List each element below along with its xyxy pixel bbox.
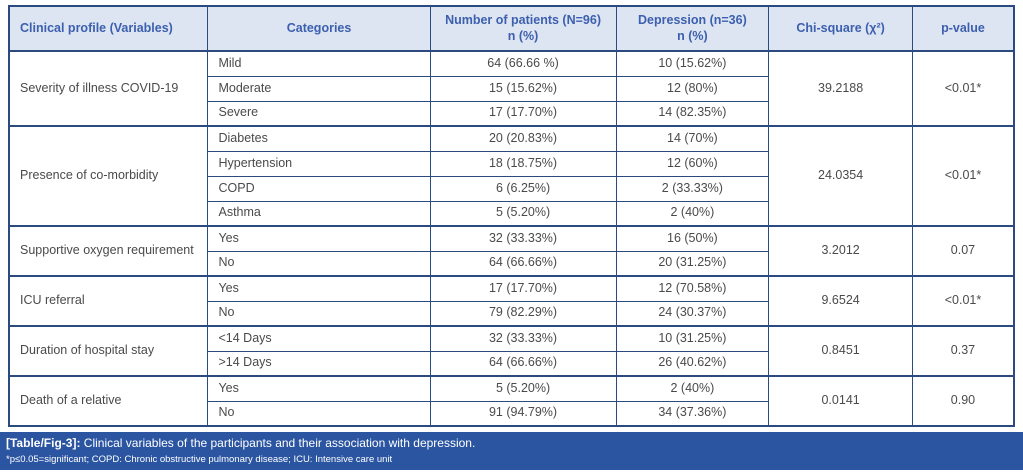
depression-count-cell: 10 (31.25%) <box>615 325 770 352</box>
category-cell: Hypertension <box>207 150 431 177</box>
depression-count-cell: 12 (70.58%) <box>615 275 770 302</box>
table-row: Duration of hospital stay <14 Days 32 (33.… <box>8 325 1015 377</box>
table-row: No 79 (82.29%) 24 (30.37%) <box>9 300 1014 327</box>
chi-square-cell: 39.2188 <box>768 50 913 127</box>
chi-square-cell: 3.2012 <box>768 225 913 277</box>
table-row: Death of a relative Yes 5 (5.20%) 2 (40%) 0.… <box>8 375 1015 427</box>
category-cell: Mild <box>207 50 431 77</box>
col-header-text: Clinical profile (Variables) <box>20 20 173 35</box>
depression-count-cell: 20 (31.25%) <box>615 250 770 277</box>
table-row: No 91 (94.79%) 34 (37.36%) <box>9 400 1014 427</box>
col-header-categories: Categories <box>207 5 431 52</box>
patients-count-cell: 20 (20.83%) <box>429 125 617 152</box>
col-header-p-value: p-value <box>911 5 1015 52</box>
category-cell: Severe <box>207 100 431 127</box>
variable-cell: Severity of illness COVID-19 <box>8 50 209 127</box>
col-header-depression: Depression (n=36) n (%) <box>615 5 770 52</box>
col-header-subtext: n (%) <box>677 28 708 43</box>
col-header-text: Number of patients (N=96) <box>445 12 601 27</box>
category-cell: >14 Days <box>207 350 431 377</box>
depression-count-cell: 2 (40%) <box>615 200 770 227</box>
p-value-cell: <0.01* <box>911 125 1015 227</box>
category-cell: COPD <box>207 175 431 202</box>
patients-count-cell: 5 (5.20%) <box>429 200 617 227</box>
table-row: Presence of co-morbidity Diabetes 20 (20.8… <box>8 125 1015 227</box>
col-header-text: p-value <box>941 20 985 35</box>
table-row: Hypertension 18 (18.75%) 12 (60%) <box>9 150 1014 177</box>
patients-count-cell: 15 (15.62%) <box>429 75 617 102</box>
category-cell: No <box>207 250 431 277</box>
variable-cell: Death of a relative <box>8 375 209 427</box>
patients-count-cell: 79 (82.29%) <box>429 300 617 327</box>
depression-count-cell: 2 (33.33%) <box>615 175 770 202</box>
col-header-text: Chi-square (χ²) <box>796 20 885 35</box>
table-caption-label: [Table/Fig-3]: <box>6 436 81 450</box>
header-row: Clinical profile (Variables) Categories … <box>8 5 1015 52</box>
patients-count-cell: 64 (66.66%) <box>429 350 617 377</box>
depression-count-cell: 24 (30.37%) <box>615 300 770 327</box>
patients-count-cell: 5 (5.20%) <box>429 375 617 402</box>
col-header-text: Categories <box>286 20 352 35</box>
category-cell: Yes <box>207 225 431 252</box>
chi-square-cell: 0.0141 <box>768 375 913 427</box>
table-row: COPD 6 (6.25%) 2 (33.33%) <box>9 175 1014 202</box>
patients-count-cell: 17 (17.70%) <box>429 100 617 127</box>
table-row: Severity of illness COVID-19 Mild 64 (66.6… <box>8 50 1015 127</box>
clinical-variables-table: Clinical profile (Variables) Categories … <box>8 5 1015 427</box>
table-row: Moderate 15 (15.62%) 12 (80%) <box>9 75 1014 102</box>
patients-count-cell: 64 (66.66%) <box>429 250 617 277</box>
table-caption-bar: [Table/Fig-3]: Clinical variables of the… <box>0 432 1023 470</box>
patients-count-cell: 18 (18.75%) <box>429 150 617 177</box>
p-value-cell: 0.90 <box>911 375 1015 427</box>
patients-count-cell: 32 (33.33%) <box>429 225 617 252</box>
table-caption: [Table/Fig-3]: Clinical variables of the… <box>6 436 1015 452</box>
col-header-number-of-patients: Number of patients (N=96) n (%) <box>429 5 617 52</box>
chi-square-cell: 0.8451 <box>768 325 913 377</box>
depression-count-cell: 16 (50%) <box>615 225 770 252</box>
category-cell: Moderate <box>207 75 431 102</box>
variable-cell: Presence of co-morbidity <box>8 125 209 227</box>
table-row: Asthma 5 (5.20%) 2 (40%) <box>9 200 1014 227</box>
table-caption-text: Clinical variables of the participants a… <box>80 436 476 450</box>
depression-count-cell: 14 (70%) <box>615 125 770 152</box>
depression-count-cell: 12 (80%) <box>615 75 770 102</box>
patients-count-cell: 91 (94.79%) <box>429 400 617 427</box>
table-footnote: *p≤0.05=significant; COPD: Chronic obstr… <box>6 453 393 465</box>
variable-cell: Duration of hospital stay <box>8 325 209 377</box>
chi-square-cell: 24.0354 <box>768 125 913 227</box>
depression-count-cell: 26 (40.62%) <box>615 350 770 377</box>
category-cell: Asthma <box>207 200 431 227</box>
depression-count-cell: 34 (37.36%) <box>615 400 770 427</box>
category-cell: <14 Days <box>207 325 431 352</box>
depression-count-cell: 12 (60%) <box>615 150 770 177</box>
depression-count-cell: 2 (40%) <box>615 375 770 402</box>
patients-count-cell: 6 (6.25%) <box>429 175 617 202</box>
col-header-chi-square: Chi-square (χ²) <box>768 5 913 52</box>
table-row: Supportive oxygen requirement Yes 32 (33.3… <box>8 225 1015 277</box>
variable-cell: Supportive oxygen requirement <box>8 225 209 277</box>
table-row: >14 Days 64 (66.66%) 26 (40.62%) <box>9 350 1014 377</box>
category-cell: No <box>207 400 431 427</box>
col-header-text: Depression (n=36) <box>638 12 747 27</box>
category-cell: No <box>207 300 431 327</box>
patients-count-cell: 32 (33.33%) <box>429 325 617 352</box>
table-row: Severe 17 (17.70%) 14 (82.35%) <box>9 100 1014 127</box>
depression-count-cell: 10 (15.62%) <box>615 50 770 77</box>
table-row: ICU referral Yes 17 (17.70%) 12 (70.58%) 9.6… <box>8 275 1015 327</box>
chi-square-cell: 9.6524 <box>768 275 913 327</box>
col-header-subtext: n (%) <box>507 28 539 43</box>
patients-count-cell: 17 (17.70%) <box>429 275 617 302</box>
p-value-cell: <0.01* <box>911 50 1015 127</box>
col-header-clinical-profile: Clinical profile (Variables) <box>8 5 209 52</box>
p-value-cell: <0.01* <box>911 275 1015 327</box>
category-cell: Diabetes <box>207 125 431 152</box>
category-cell: Yes <box>207 375 431 402</box>
patients-count-cell: 64 (66.66 %) <box>429 50 617 77</box>
p-value-cell: 0.07 <box>911 225 1015 277</box>
depression-count-cell: 14 (82.35%) <box>615 100 770 127</box>
category-cell: Yes <box>207 275 431 302</box>
variable-cell: ICU referral <box>8 275 209 327</box>
p-value-cell: 0.37 <box>911 325 1015 377</box>
